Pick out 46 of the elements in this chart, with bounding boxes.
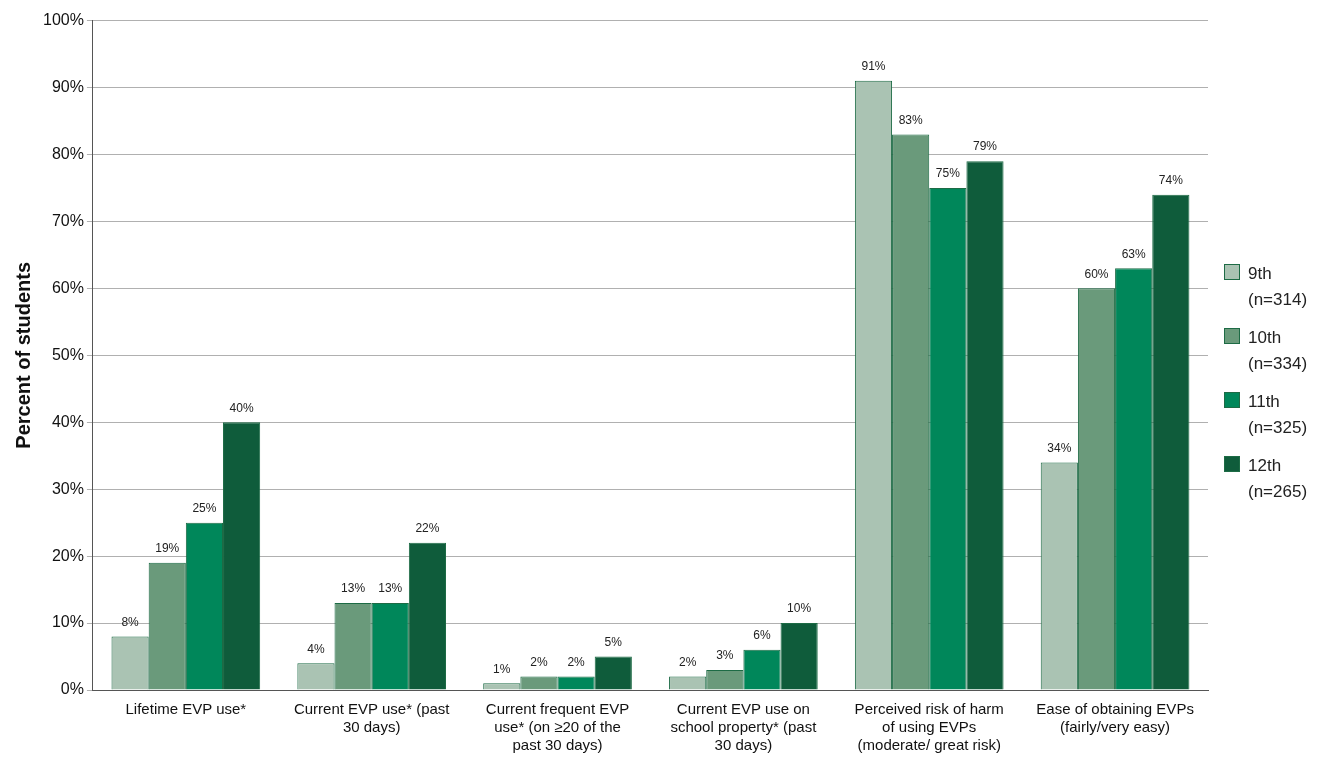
- data-label: 91%: [861, 59, 886, 74]
- data-label: 3%: [716, 648, 734, 663]
- y-tick-label: 90%: [51, 77, 84, 95]
- data-label: 40%: [229, 400, 254, 415]
- y-tick-label: 50%: [51, 345, 84, 363]
- data-label: 2%: [678, 654, 697, 669]
- data-label: 5%: [604, 634, 623, 649]
- data-label: 4%: [307, 641, 325, 656]
- y-axis-title: Percent of students: [11, 261, 34, 449]
- y-tick-label: 0%: [60, 680, 84, 698]
- data-label: 79%: [972, 139, 998, 154]
- legend-label: 12th (n=265): [1248, 455, 1309, 503]
- data-label: 2%: [567, 654, 586, 669]
- data-label: 19%: [155, 541, 180, 556]
- data-label: 1%: [493, 661, 511, 676]
- y-tick-label: 30%: [51, 479, 84, 497]
- data-label: 34%: [1047, 440, 1072, 455]
- data-label: 8%: [121, 614, 140, 629]
- y-tick-label: 10%: [51, 613, 84, 631]
- data-label: 63%: [1121, 246, 1146, 261]
- data-label: 74%: [1158, 172, 1184, 187]
- y-tick-label: 60%: [51, 278, 84, 296]
- x-tick-label: Current EVP use* (past 30 days): [293, 700, 451, 736]
- data-label: 6%: [753, 628, 771, 643]
- data-label: 13%: [341, 581, 366, 596]
- data-label: 22%: [415, 521, 440, 536]
- x-tick-label: Ease of obtaining EVPs (fairly/very easy): [1036, 700, 1194, 736]
- data-label: 25%: [192, 500, 217, 515]
- y-tick-label: 20%: [51, 546, 84, 564]
- y-tick-label: 70%: [51, 211, 84, 229]
- data-label: 13%: [378, 581, 403, 596]
- legend-label: 9th (n=314): [1248, 263, 1309, 311]
- y-tick-label: 100%: [43, 11, 84, 29]
- data-label: 75%: [935, 166, 961, 181]
- y-tick-label: 40%: [51, 412, 84, 430]
- data-label: 60%: [1084, 266, 1109, 281]
- x-tick-label: Current EVP use on school property* (past 30 days): [670, 700, 818, 754]
- data-label: 83%: [898, 112, 923, 127]
- legend-label: 11th (n=325): [1248, 391, 1309, 439]
- y-tick-label: 80%: [51, 144, 84, 162]
- x-tick-label: Current frequent EVP use* (on ≥20 of the past 30 days): [485, 700, 630, 754]
- data-label: 2%: [530, 654, 548, 669]
- x-tick-label: Lifetime EVP use*: [125, 700, 247, 718]
- data-label: 10%: [787, 601, 812, 616]
- legend-label: 10th (n=334): [1248, 327, 1309, 375]
- x-tick-label: Perceived risk of harm of using EVPs (moderate/ great risk): [854, 700, 1004, 754]
